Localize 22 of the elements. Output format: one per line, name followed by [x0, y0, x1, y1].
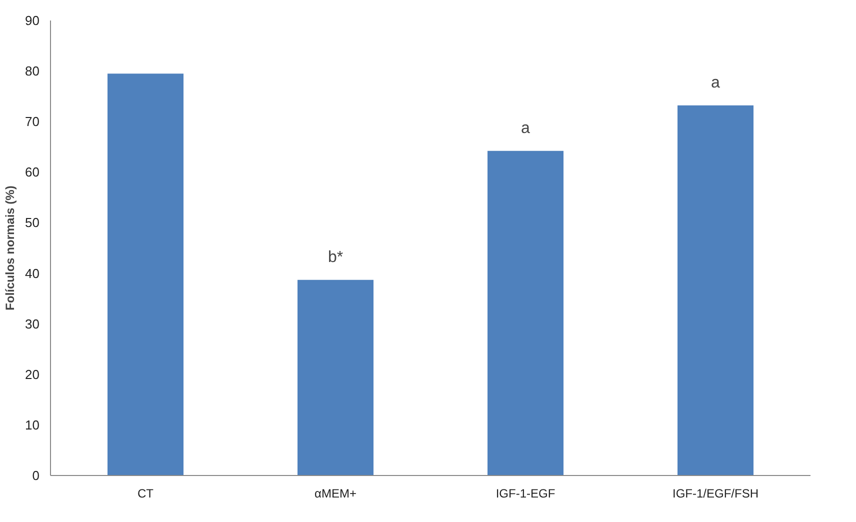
y-tick-label: 40	[25, 266, 40, 281]
x-tick-label: αMEM+	[314, 486, 356, 500]
y-axis-title: Folículos normais (%)	[3, 186, 18, 310]
y-tick-label: 70	[25, 114, 40, 130]
y-tick-label: 60	[25, 164, 40, 180]
x-tick-label: CT	[138, 486, 154, 500]
y-tick-label: 80	[25, 64, 40, 79]
bar	[108, 74, 184, 476]
y-tick-label: 10	[25, 417, 40, 432]
y-tick-label: 50	[25, 215, 40, 230]
bar	[678, 105, 754, 476]
bar	[488, 150, 564, 476]
x-tick-label: IGF-1-EGF	[496, 486, 556, 500]
y-tick-label: 30	[25, 316, 40, 332]
bar	[298, 280, 374, 476]
annotation: a	[711, 74, 720, 92]
annotation: a	[521, 120, 530, 137]
y-tick-label: 0	[32, 468, 40, 483]
x-tick-label: IGF-1/EGF/FSH	[672, 486, 759, 500]
y-tick-label: 20	[25, 366, 40, 382]
y-tick-label: 90	[25, 13, 40, 28]
annotation: b*	[328, 248, 344, 266]
